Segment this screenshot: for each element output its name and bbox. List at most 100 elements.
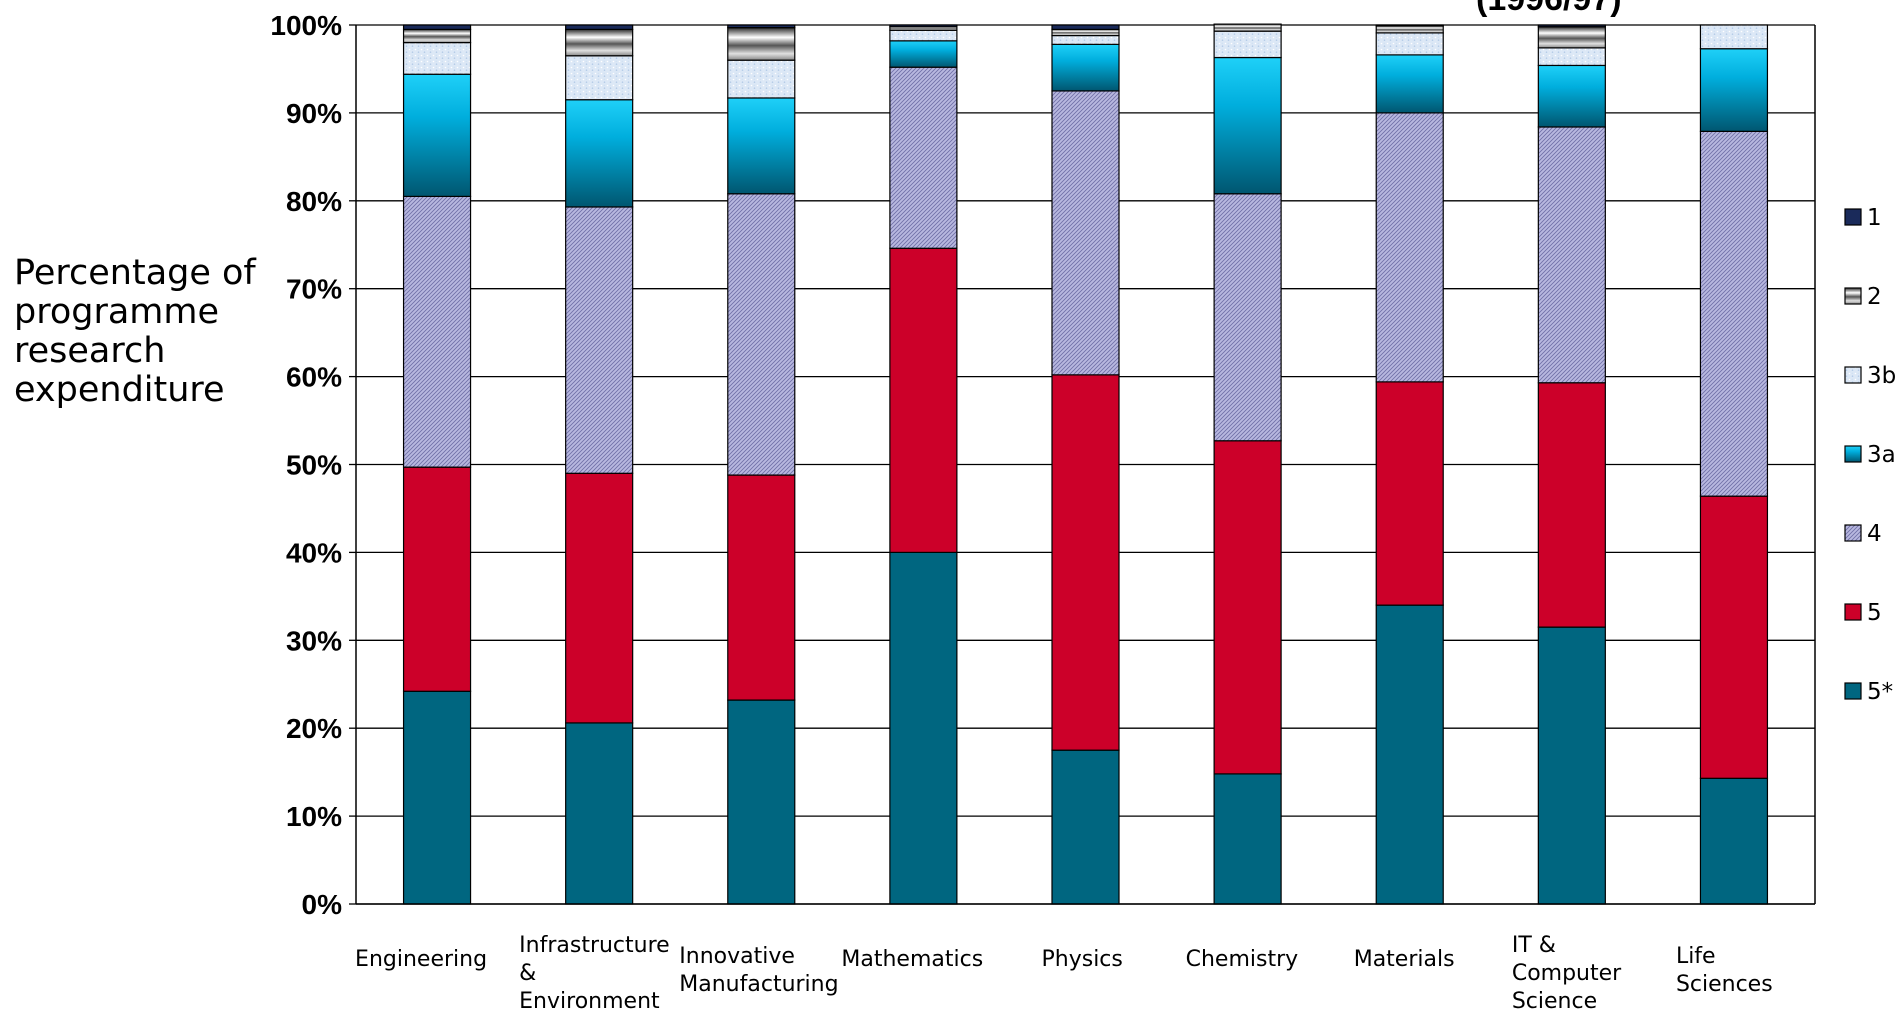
bar-segment-3a (1213, 56, 1282, 195)
bar-segment-4 (402, 195, 472, 468)
bar-segment-4 (1537, 126, 1606, 384)
bar-segment-1 (889, 24, 958, 28)
y-tick-label: 90% (286, 98, 342, 129)
y-tick-label: 0% (302, 889, 343, 920)
bar-segment-2 (727, 27, 796, 61)
x-tick-label-line: Science (1512, 989, 1597, 1014)
bar-segment-2 (1537, 26, 1606, 49)
x-tick-label: Infrastructure & Environment (519, 933, 670, 1014)
legend-item: 2 (1844, 284, 1882, 310)
bar-segment-2 (565, 28, 634, 57)
bar-segment-5 (402, 466, 472, 692)
y-tick-label: 100% (270, 10, 342, 41)
bar-stack (1051, 24, 1120, 905)
y-tick-label: 80% (286, 186, 342, 217)
legend-swatch (1844, 366, 1862, 384)
legend-item: 3a (1844, 442, 1896, 468)
legend-swatch (1844, 603, 1862, 621)
x-tick-label-line: Materials (1354, 947, 1455, 972)
bar-segment-4 (727, 193, 796, 476)
bar-segment-3a (565, 99, 634, 208)
bar-segment-5 (1213, 440, 1282, 775)
bar-segment-2 (402, 28, 472, 44)
bar-stack (889, 24, 958, 905)
x-tick-label-line: Infrastructure (519, 933, 670, 958)
x-tick-label-line: Sciences (1676, 972, 1773, 997)
bar-segment-1 (402, 24, 472, 30)
legend-label: 1 (1867, 205, 1882, 231)
bar-stack (1213, 23, 1282, 905)
y-axis-label-line: programme (14, 292, 219, 332)
y-tick-label: 30% (286, 625, 342, 656)
x-tick-label-line: Environment (519, 989, 660, 1014)
bar-stack (565, 24, 634, 905)
axes (355, 25, 1816, 905)
bar-stack (1375, 24, 1444, 905)
y-tick-label: 70% (286, 274, 342, 305)
y-axis-label-line: research (14, 331, 165, 371)
legend-item: 1 (1844, 205, 1882, 231)
x-tick-label: Chemistry (1186, 947, 1299, 972)
chart-title: (1996/97) (1476, 0, 1622, 18)
bar-segment-5 (889, 247, 958, 554)
bar-segment-3a (727, 97, 796, 195)
bar-segment-3b (565, 55, 634, 101)
y-tick-label: 20% (286, 713, 342, 744)
bar-segment-5 (565, 472, 634, 724)
bar-segment-3b (1699, 24, 1769, 50)
x-tick-label: Mathematics (841, 947, 983, 972)
bar-segment-1 (565, 24, 634, 30)
legend-swatch (1844, 287, 1862, 305)
bar-segment-1 (727, 24, 796, 29)
bar-segment-3a (1699, 48, 1769, 132)
x-tick-label-line: Mathematics (841, 947, 983, 972)
legend-label: 5 (1867, 600, 1882, 626)
bar-segment-3b (402, 41, 472, 75)
legend-swatch (1844, 445, 1862, 463)
x-tick-label: Innovative Manufacturing (679, 944, 838, 997)
legend: 1 2 3b 3a 4 5 5* (1844, 205, 1896, 705)
x-tick-label-line: Innovative (679, 944, 795, 969)
legend-item: 4 (1844, 521, 1882, 547)
bar-segment-5star (1699, 777, 1769, 905)
bar-segment-3b (1051, 34, 1120, 45)
bar-segment-3a (1051, 43, 1120, 92)
bar-segment-1 (1051, 24, 1120, 30)
bar-segment-5star (1537, 626, 1606, 905)
bar-segment-3a (889, 40, 958, 68)
bar-segment-4 (565, 206, 634, 474)
bar-stack (727, 24, 796, 905)
bars (402, 23, 1769, 905)
bar-segment-5star (1051, 749, 1120, 905)
x-tick-label: Physics (1042, 947, 1123, 972)
legend-swatch (1844, 682, 1862, 700)
bar-segment-2 (1051, 28, 1120, 37)
bar-segment-5star (402, 690, 472, 905)
x-tick-label: IT & Computer Science (1512, 933, 1622, 1014)
bar-segment-5 (1537, 382, 1606, 628)
bar-segment-5star (1213, 773, 1282, 905)
bar-segment-5 (1375, 381, 1444, 606)
x-tick-label-line: Engineering (355, 947, 487, 972)
y-tick-label: 10% (286, 801, 342, 832)
legend-label: 2 (1867, 284, 1882, 310)
legend-label: 3a (1867, 442, 1896, 468)
x-tick-label-line: Chemistry (1186, 947, 1299, 972)
y-axis-label: Percentage of programme research expendi… (14, 253, 267, 410)
x-tick-label-line: Manufacturing (679, 972, 838, 997)
legend-item: 3b (1844, 363, 1896, 389)
bar-segment-5star (727, 699, 796, 905)
bar-stack (1537, 24, 1606, 905)
x-tick-label-line: Physics (1042, 947, 1123, 972)
y-tick-label: 40% (286, 537, 342, 568)
legend-label: 3b (1867, 363, 1896, 389)
legend-label: 4 (1867, 521, 1882, 547)
bar-segment-2 (1213, 23, 1282, 32)
bar-segment-5 (1051, 374, 1120, 751)
x-tick-label: Life Sciences (1676, 944, 1773, 997)
y-tick-label: 50% (286, 450, 342, 481)
bar-segment-5star (889, 551, 958, 905)
x-tick-label: Engineering (355, 947, 487, 972)
bar-segment-5 (727, 474, 796, 701)
